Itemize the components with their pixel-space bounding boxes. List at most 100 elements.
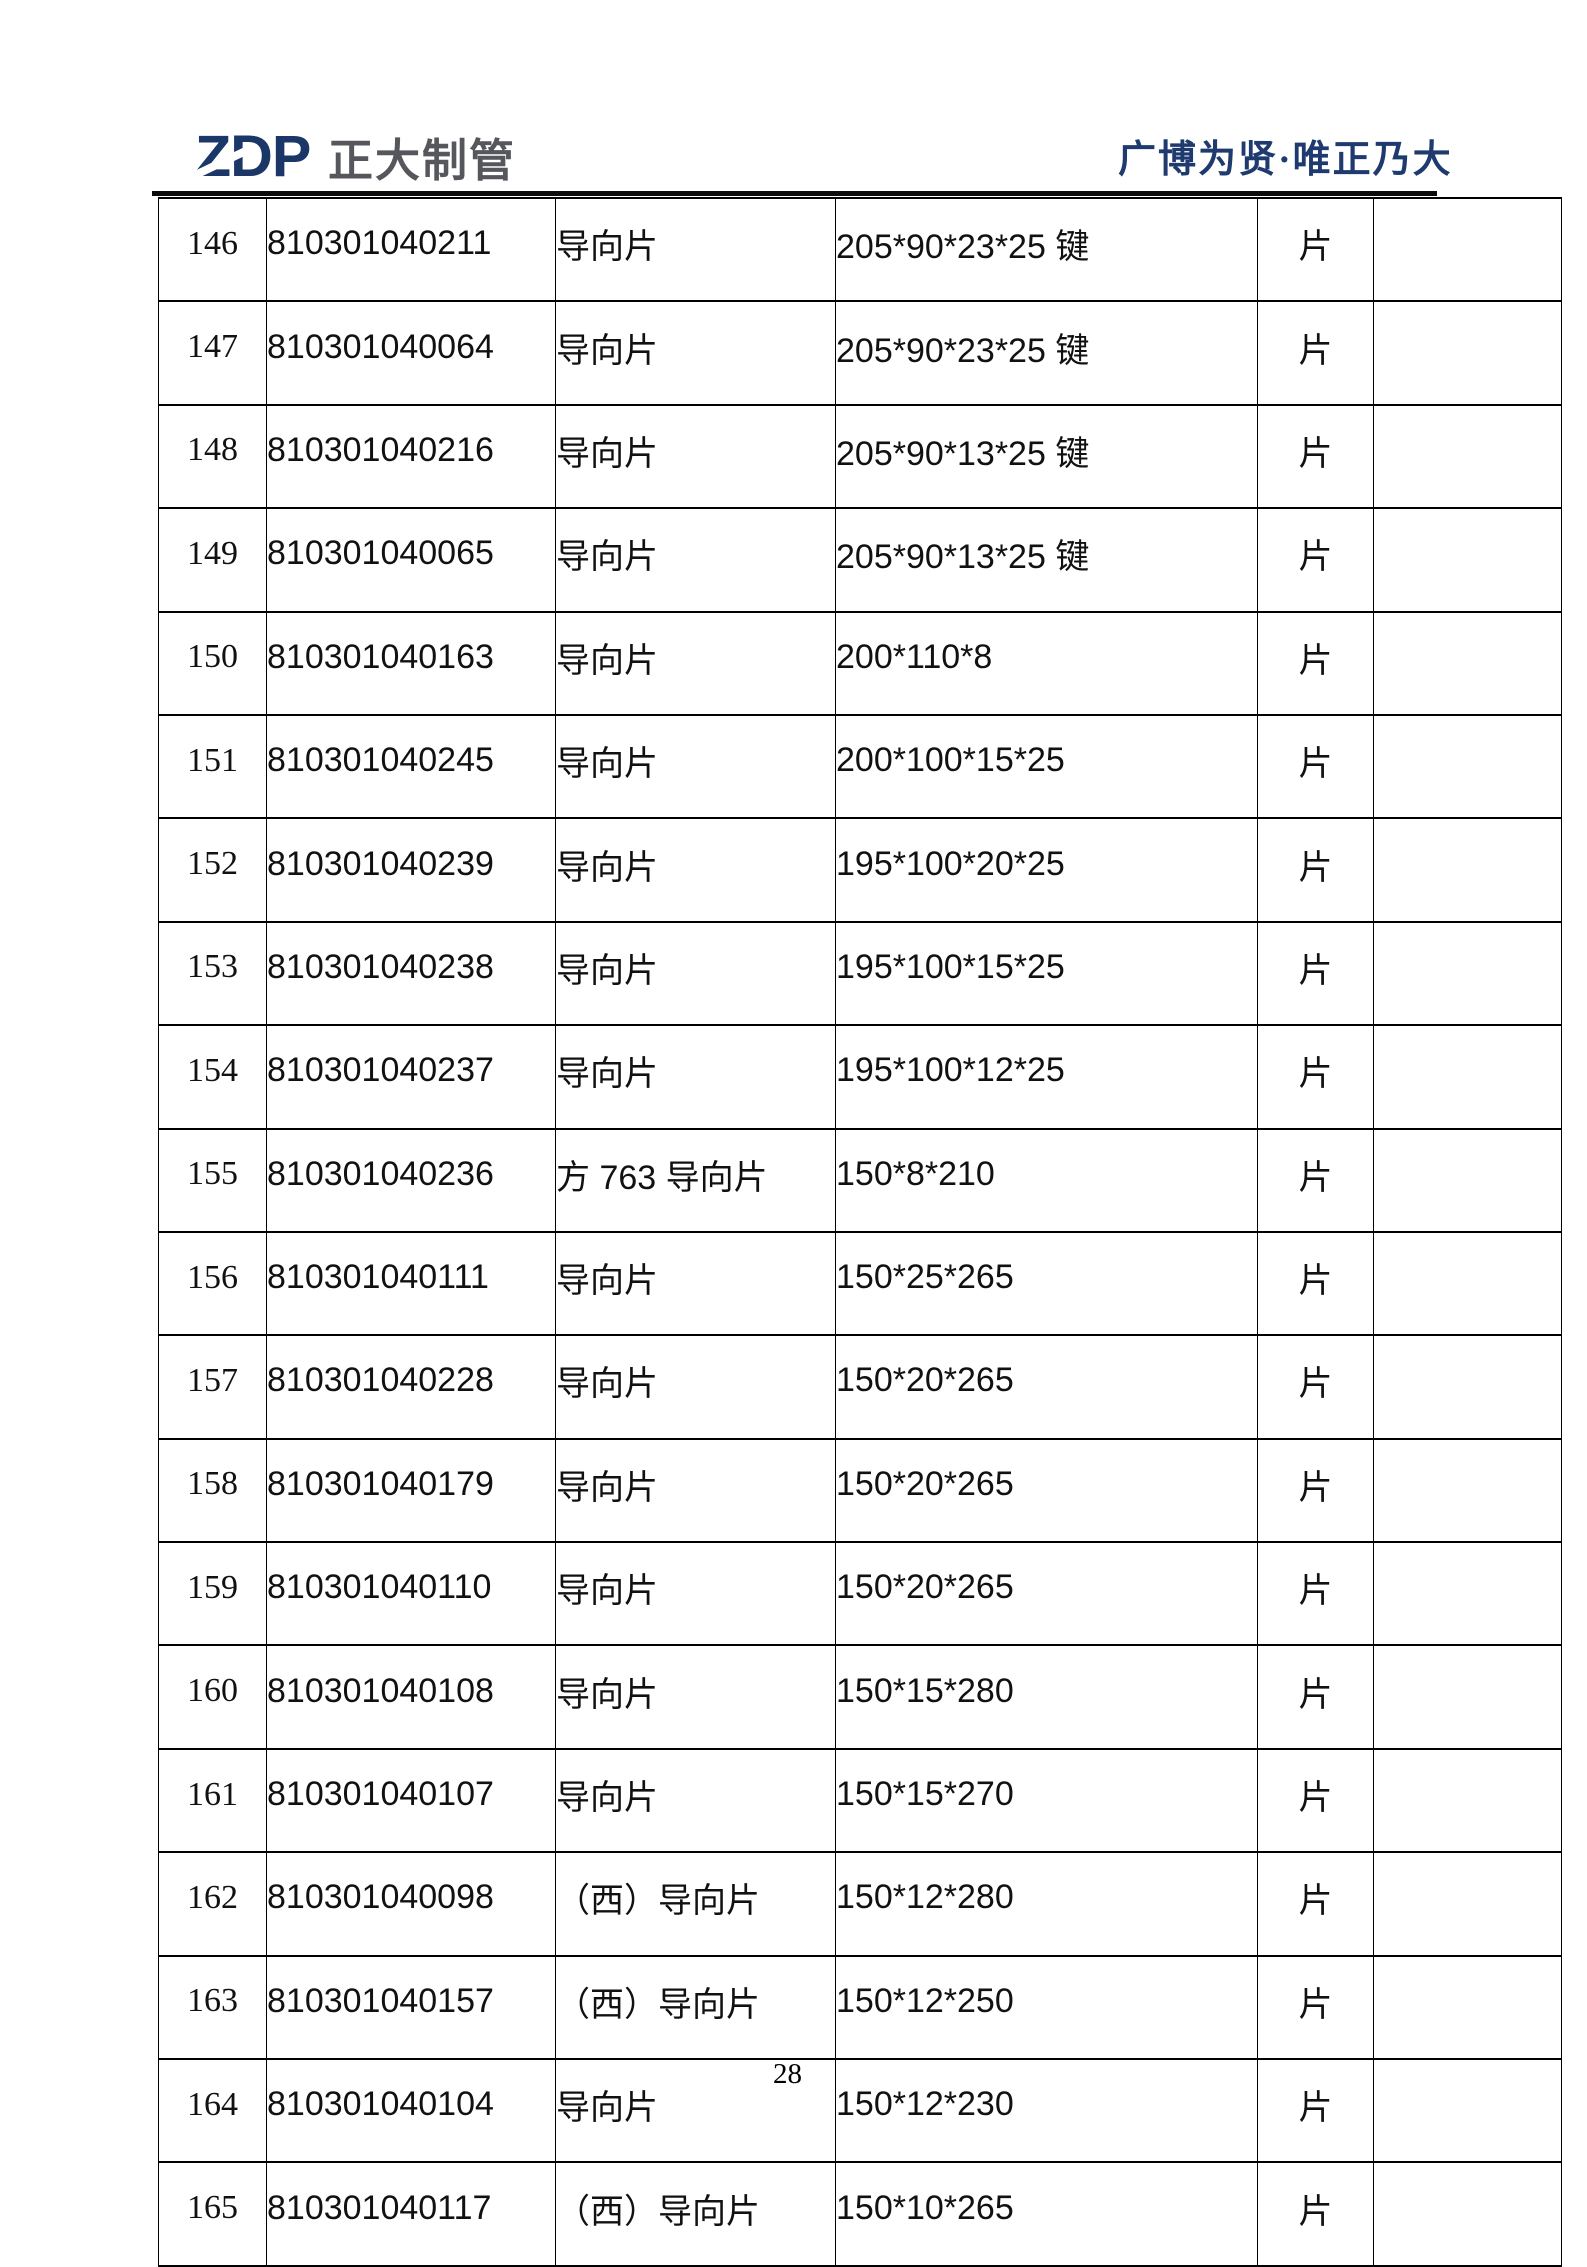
page-number: 28 [773,2058,802,2090]
cell-part-name: 方 763 导向片 [555,1127,836,1233]
cell-part-name: 导向片 [555,507,836,613]
table-row: 152 810301040239 导向片 195*100*20*25 片 [158,817,1562,923]
cell-row-number: 154 [158,1024,267,1130]
cell-unit: 片 [1257,1644,1374,1750]
cell-part-code: 810301040228 [266,1334,556,1440]
cell-row-number: 155 [158,1127,267,1233]
cell-part-code: 810301040239 [266,817,556,923]
cell-part-name: 导向片 [555,1230,836,1337]
cell-part-name: 导向片 [555,300,836,406]
cell-part-code: 810301040104 [266,2058,556,2164]
table-row: 155 810301040236 方 763 导向片 150*8*210 片 [158,1127,1562,1233]
cell-row-number: 147 [158,300,267,406]
cell-part-spec: 195*100*20*25 [835,817,1258,923]
cell-unit: 片 [1257,1127,1374,1233]
cell-unit: 片 [1257,2161,1374,2267]
cell-unit: 片 [1257,610,1374,716]
cell-part-spec: 205*90*13*25 键 [835,507,1258,613]
table-row: 159 810301040110 导向片 150*20*265 片 [158,1541,1562,1647]
cell-part-spec: 200*100*15*25 [835,713,1258,820]
cell-row-number: 165 [158,2161,267,2267]
parts-table: 146 810301040211 导向片 205*90*23*25 键 片 14… [158,196,1562,2267]
cell-part-spec: 200*110*8 [835,610,1258,716]
zdp-logo-text: ZDP [195,124,311,189]
table-row: 146 810301040211 导向片 205*90*23*25 键 片 [158,196,1562,303]
table-row: 161 810301040107 导向片 150*15*270 片 [158,1747,1562,1854]
cell-part-name: （西）导向片 [555,1954,836,2061]
cell-part-name: 导向片 [555,610,836,716]
table-row: 153 810301040238 导向片 195*100*15*25 片 [158,920,1562,1027]
cell-part-spec: 195*100*15*25 [835,920,1258,1027]
cell-unit: 片 [1257,1541,1374,1647]
cell-part-spec: 205*90*23*25 键 [835,196,1258,303]
cell-part-spec: 150*12*230 [835,2058,1258,2164]
table-row: 160 810301040108 导向片 150*15*280 片 [158,1644,1562,1750]
cell-part-spec: 150*10*265 [835,2161,1258,2267]
cell-part-code: 810301040108 [266,1644,556,1750]
cell-part-name: 导向片 [555,1747,836,1854]
cell-note [1373,1954,1562,2061]
cell-note [1373,1024,1562,1130]
cell-note [1373,300,1562,406]
cell-part-code: 810301040163 [266,610,556,716]
cell-unit: 片 [1257,1954,1374,2061]
cell-note [1373,817,1562,923]
cell-part-code: 810301040237 [266,1024,556,1130]
cell-note [1373,507,1562,613]
cell-part-code: 810301040098 [266,1851,556,1957]
cell-part-spec: 150*12*250 [835,1954,1258,2061]
cell-row-number: 150 [158,610,267,716]
cell-part-code: 810301040157 [266,1954,556,2061]
cell-part-code: 810301040179 [266,1437,556,1544]
cell-note [1373,1127,1562,1233]
cell-part-name: 导向片 [555,920,836,1027]
cell-note [1373,1334,1562,1440]
cell-part-name: 导向片 [555,2058,836,2164]
cell-unit: 片 [1257,1747,1374,1854]
cell-part-code: 810301040211 [266,196,556,303]
cell-part-name: 导向片 [555,1644,836,1750]
cell-unit: 片 [1257,713,1374,820]
cell-part-name: 导向片 [555,196,836,303]
table-row: 163 810301040157 （西）导向片 150*12*250 片 [158,1954,1562,2061]
table-row: 165 810301040117 （西）导向片 150*10*265 片 [158,2161,1562,2267]
cell-part-spec: 150*20*265 [835,1541,1258,1647]
cell-part-spec: 195*100*12*25 [835,1024,1258,1130]
cell-note [1373,1230,1562,1337]
cell-part-code: 810301040236 [266,1127,556,1233]
cell-part-code: 810301040065 [266,507,556,613]
cell-unit: 片 [1257,920,1374,1027]
cell-part-code: 810301040064 [266,300,556,406]
cell-note [1373,1747,1562,1854]
cell-row-number: 159 [158,1541,267,1647]
cell-row-number: 156 [158,1230,267,1337]
table-row: 162 810301040098 （西）导向片 150*12*280 片 [158,1851,1562,1957]
cell-part-name: （西）导向片 [555,2161,836,2267]
cell-part-spec: 150*20*265 [835,1437,1258,1544]
cell-note [1373,1644,1562,1750]
table-row: 154 810301040237 导向片 195*100*12*25 片 [158,1024,1562,1130]
cell-unit: 片 [1257,1334,1374,1440]
cell-part-spec: 150*20*265 [835,1334,1258,1440]
cell-row-number: 148 [158,403,267,510]
cell-row-number: 146 [158,196,267,303]
company-name: 正大制管 [328,135,517,186]
cell-row-number: 151 [158,713,267,820]
cell-unit: 片 [1257,817,1374,923]
table-row: 151 810301040245 导向片 200*100*15*25 片 [158,713,1562,820]
company-tagline: 广博为贤·唯正乃大 [1118,139,1453,181]
cell-note [1373,196,1562,303]
cell-unit: 片 [1257,300,1374,406]
cell-part-code: 810301040238 [266,920,556,1027]
cell-note [1373,2161,1562,2267]
cell-unit: 片 [1257,196,1374,303]
header: ZDP 正大制管 [191,128,517,186]
parts-table-body: 146 810301040211 导向片 205*90*23*25 键 片 14… [158,196,1562,2267]
cell-unit: 片 [1257,1230,1374,1337]
cell-row-number: 152 [158,817,267,923]
cell-part-code: 810301040245 [266,713,556,820]
cell-part-code: 810301040117 [266,2161,556,2267]
header-rule [152,191,1437,196]
cell-part-spec: 205*90*23*25 键 [835,300,1258,406]
